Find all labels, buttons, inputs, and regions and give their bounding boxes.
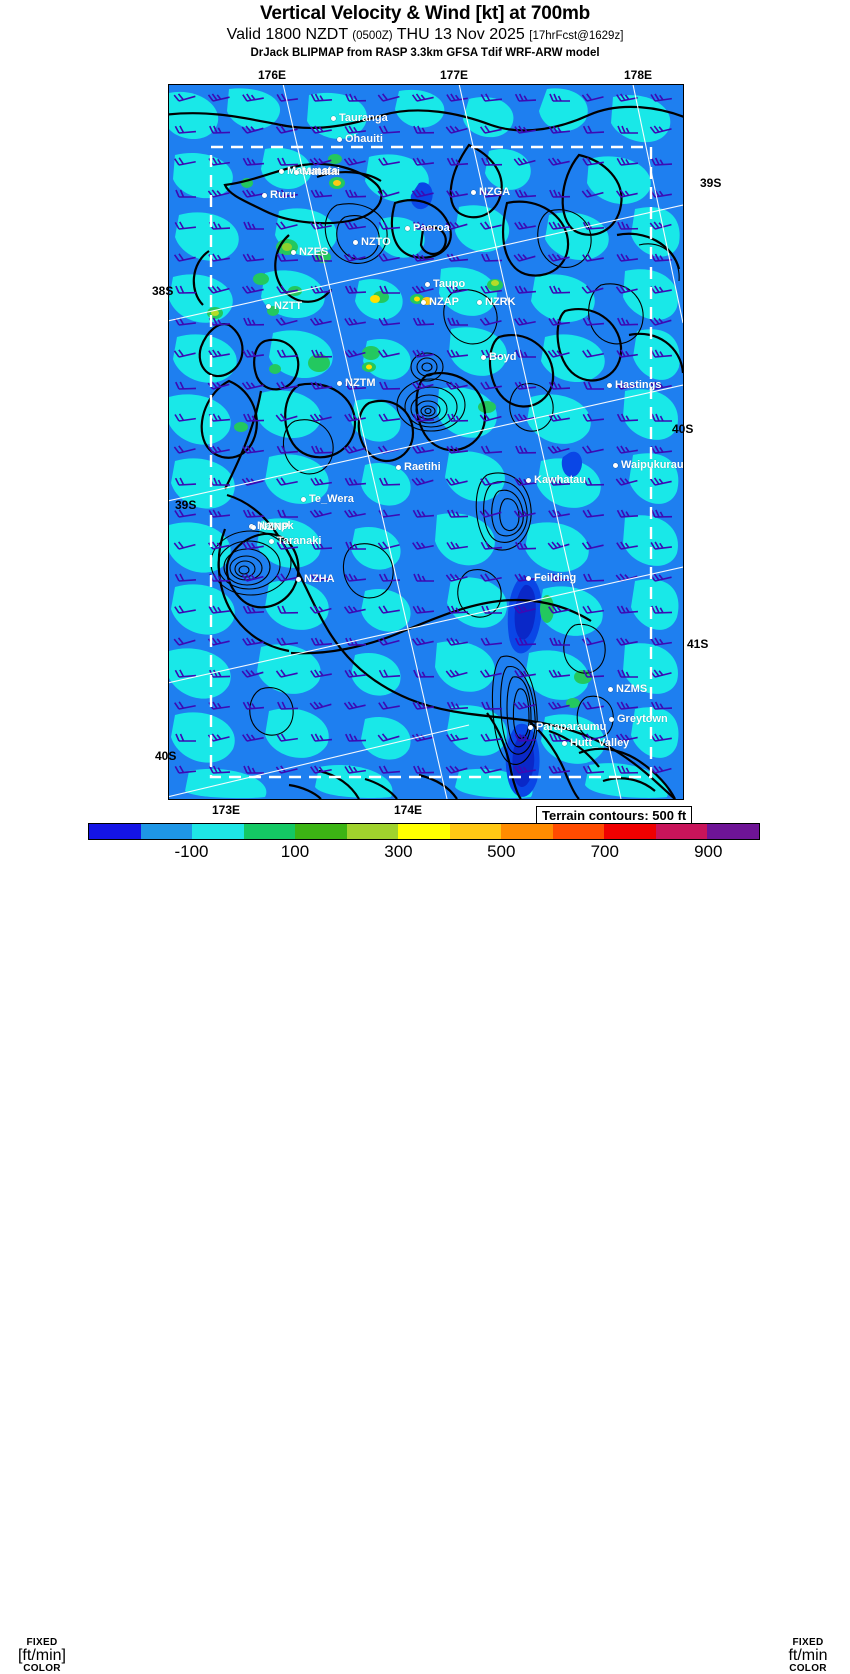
valid-zulu: (0500Z): [352, 30, 393, 42]
colorbar-swatch: [192, 824, 244, 839]
fixed-label-right: FIXED: [792, 1637, 824, 1648]
colorbar-tick-label: 500: [487, 842, 516, 861]
colorbar-swatch: [140, 824, 193, 839]
colorbar-tick-label: 100: [280, 842, 310, 861]
latitude-label: 39S: [700, 176, 722, 190]
color-label-left: COLOR: [23, 1663, 61, 1674]
colorbar-tick-label: 900: [694, 842, 723, 861]
units-label-right: ft/min: [788, 1647, 828, 1664]
latitude-label: 40S: [155, 749, 177, 763]
valid-prefix: Valid 1800 NZDT: [226, 26, 348, 43]
colorbar-units-right: FIXED ft/min COLOR: [768, 1638, 848, 1674]
latitude-label: 40S: [672, 422, 694, 436]
valid-date: THU 13 Nov 2025: [396, 26, 525, 43]
model-line: DrJack BLIPMAP from RASP 3.3km GFSA Tdif…: [250, 47, 600, 59]
color-label-right: COLOR: [789, 1663, 827, 1674]
fixed-label-left: FIXED: [26, 1637, 58, 1648]
valid-time-line: Valid 1800 NZDT (0500Z) THU 13 Nov 2025 …: [0, 25, 850, 46]
colorbar-swatch: [243, 824, 296, 839]
forecast-tag: [17hrFcst@1629z]: [529, 30, 624, 42]
latitude-label: 39S: [175, 498, 197, 512]
colorbar-block: FIXED [ft/min] COLOR -100 100 300 500 700 900…: [0, 820, 850, 1674]
longitude-label: 176E: [258, 68, 287, 82]
map-canvas: [169, 85, 683, 799]
colorbar-swatch: [552, 824, 605, 839]
header-block: Vertical Velocity & Wind [kt] at 700mb V…: [0, 0, 850, 61]
colorbar-swatch: [449, 824, 502, 839]
longitude-label: 174E: [394, 803, 423, 817]
longitude-label: 177E: [440, 68, 469, 82]
colorbar-units-left: FIXED [ft/min] COLOR: [2, 1638, 82, 1674]
colorbar-swatch: [346, 824, 399, 839]
colorbar-swatch: [398, 824, 450, 839]
longitude-label: 173E: [212, 803, 241, 817]
colorbar-tick-label: 700: [590, 842, 619, 861]
colorbar-tick-labels: -100 100 300 500 700 900: [88, 842, 760, 862]
latitude-label: 38S: [152, 284, 174, 298]
colorbar-tick-label: 300: [384, 842, 413, 861]
colorbar-gradient[interactable]: [88, 823, 760, 840]
colorbar-swatch: [655, 824, 708, 839]
colorbar-swatch: [295, 824, 347, 839]
longitude-label: 178E: [624, 68, 653, 82]
colorbar-tick-label: -100: [174, 842, 209, 861]
colorbar-swatch: [707, 824, 759, 839]
latitude-label: 41S: [687, 637, 709, 651]
colorbar-swatch: [89, 824, 141, 839]
units-label-left: [ft/min]: [17, 1647, 66, 1664]
colorbar-swatch: [501, 824, 553, 839]
colorbar-swatch: [604, 824, 656, 839]
weather-map[interactable]: Tauranga Ohauiti Matamata Matatai Ruru NZGA Pa…: [168, 84, 684, 800]
page-title: Vertical Velocity & Wind [kt] at 700mb: [259, 3, 591, 24]
